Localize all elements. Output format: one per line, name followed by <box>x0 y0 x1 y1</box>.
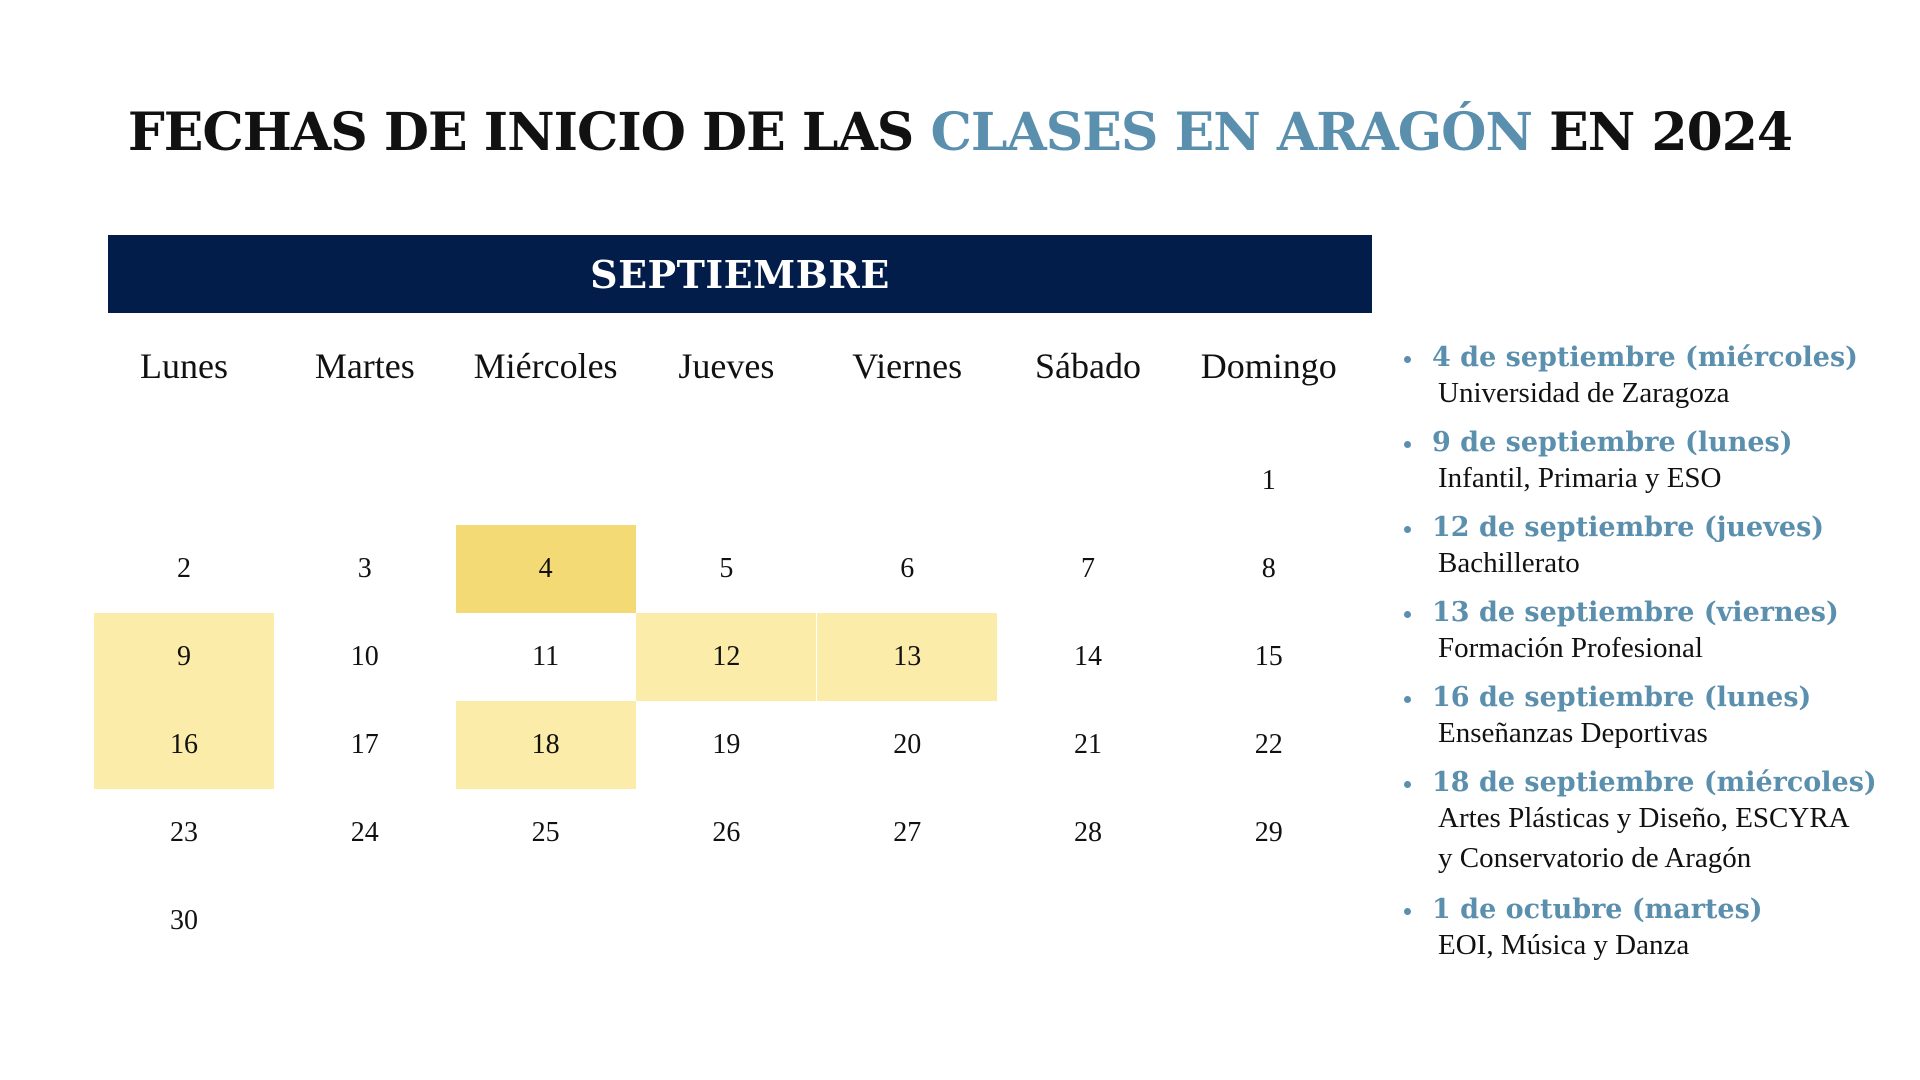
calendar-day: 15 <box>1254 641 1283 672</box>
calendar-day: 5 <box>719 553 734 584</box>
calendar-day: 26 <box>712 817 741 848</box>
calendar-day: 16 <box>94 701 274 789</box>
calendar-day: 17 <box>350 729 379 760</box>
bullet-icon <box>1404 908 1411 915</box>
calendar-day: 20 <box>893 729 922 760</box>
event-item: 4 de septiembre (miércoles) Universidad d… <box>1398 342 1908 413</box>
event-item: 1 de octubre (martes) EOI, Música y Danza <box>1398 894 1908 965</box>
calendar-day: 14 <box>1074 641 1102 672</box>
event-description: Bachillerato <box>1438 547 1580 579</box>
event-item: 13 de septiembre (viernes) Formación Prof… <box>1398 597 1908 668</box>
calendar-day: 25 <box>531 817 560 848</box>
calendar-day: 8 <box>1261 553 1276 584</box>
weekday-2: Martes <box>314 346 415 386</box>
event-date: 9 de septiembre (lunes) <box>1398 427 1908 458</box>
calendar-day: 23 <box>170 817 198 848</box>
calendar-day: 18 <box>455 701 636 789</box>
calendar-day: 2 <box>177 553 191 584</box>
bullet-icon <box>1404 696 1411 703</box>
event-date: 12 de septiembre (jueves) <box>1398 512 1908 543</box>
calendar-day: 4 <box>455 525 636 613</box>
event-item: 12 de septiembre (jueves) Bachillerato <box>1398 512 1908 583</box>
calendar-day: 29 <box>1254 817 1283 848</box>
event-date: 13 de septiembre (viernes) <box>1398 597 1908 628</box>
weekday-1: Lunes <box>140 346 228 386</box>
event-item: 9 de septiembre (lunes) Infantil, Primari… <box>1398 427 1908 498</box>
event-date: 16 de septiembre (lunes) <box>1398 682 1908 713</box>
event-description: Enseñanzas Deportivas <box>1438 717 1708 749</box>
weekday-7: Domingo <box>1200 346 1337 386</box>
bullet-icon <box>1404 526 1411 533</box>
weekday-header-row: Lunes Martes Miércoles Jueves Viernes Sábado D… <box>94 345 1360 395</box>
calendar-day: 3 <box>357 553 372 584</box>
calendar-day: 10 <box>350 641 379 672</box>
event-date-text: 13 de septiembre (viernes) <box>1432 597 1839 628</box>
calendar-day: 13 <box>817 613 998 701</box>
weekday-3: Miércoles <box>473 346 618 386</box>
event-item: 18 de septiembre (miércoles) Artes Plásti… <box>1398 767 1908 878</box>
event-description: Artes Plásticas y Diseño, ESCYRA <box>1438 802 1850 834</box>
bullet-icon <box>1404 781 1411 788</box>
event-date-text: 16 de septiembre (lunes) <box>1432 682 1812 713</box>
bullet-icon <box>1404 356 1411 363</box>
event-date: 4 de septiembre (miércoles) <box>1398 342 1908 373</box>
calendar-day: 24 <box>350 817 379 848</box>
event-description: Universidad de Zaragoza <box>1438 377 1730 409</box>
calendar-day: 7 <box>1081 553 1095 584</box>
calendar-day: 6 <box>900 553 915 584</box>
event-date-text: 4 de septiembre (miércoles) <box>1432 342 1858 373</box>
event-date-text: 1 de octubre (martes) <box>1432 894 1763 925</box>
event-date: 18 de septiembre (miércoles) <box>1398 767 1908 798</box>
bullet-icon <box>1404 441 1411 448</box>
title-accent: CLASES EN ARAGÓN <box>930 102 1533 163</box>
event-description: Infantil, Primaria y ESO <box>1438 462 1722 494</box>
event-date-text: 9 de septiembre (lunes) <box>1432 427 1793 458</box>
weekday-4: Jueves <box>678 346 775 386</box>
weekday-6: Sábado <box>1035 346 1141 386</box>
calendar-day: 21 <box>1074 729 1102 760</box>
calendar-day: 9 <box>94 613 274 701</box>
calendar-grid: 1 2 3 4 5 6 7 8 9 10 11 12 13 14 15 16 17 18 19 20 21 22 23 24 2… <box>94 437 1360 965</box>
calendar-day: 22 <box>1254 729 1283 760</box>
month-name: SEPTIEMBRE <box>590 251 890 297</box>
calendar-day: 27 <box>893 817 922 848</box>
title-part-2: EN 2024 <box>1532 102 1793 163</box>
calendar-day: 19 <box>712 729 741 760</box>
event-date-text: 12 de septiembre (jueves) <box>1432 512 1825 543</box>
page-title: FECHAS DE INICIO DE LAS CLASES EN ARAGÓN… <box>0 102 1920 163</box>
month-banner: SEPTIEMBRE <box>108 235 1372 313</box>
event-date-text: 18 de septiembre (miércoles) <box>1432 767 1877 798</box>
calendar-day: 28 <box>1074 817 1102 848</box>
event-date: 1 de octubre (martes) <box>1398 894 1908 925</box>
event-description: EOI, Música y Danza <box>1438 929 1690 961</box>
event-item: 16 de septiembre (lunes) Enseñanzas Depor… <box>1398 682 1908 753</box>
weekday-5: Viernes <box>852 346 963 386</box>
calendar-day: 1 <box>1261 465 1276 496</box>
calendar-day: 12 <box>636 613 817 701</box>
calendar-day: 30 <box>170 905 198 936</box>
title-part-1: FECHAS DE INICIO DE LAS <box>127 102 931 163</box>
bullet-icon <box>1404 611 1411 618</box>
event-description: Formación Profesional <box>1438 632 1703 664</box>
event-description: y Conservatorio de Aragón <box>1438 842 1752 874</box>
calendar-day: 11 <box>532 641 560 672</box>
